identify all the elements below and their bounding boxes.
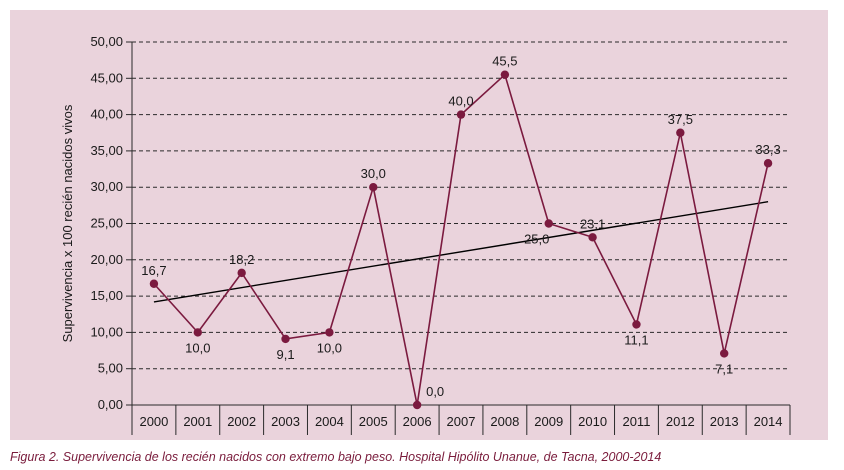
x-tick-label: 2004 (315, 414, 344, 429)
data-label: 0,0 (426, 384, 444, 399)
x-tick-label: 2013 (710, 414, 739, 429)
figure-caption: Figura 2. Supervivencia de los recién na… (10, 450, 662, 464)
x-tick-label: 2000 (139, 414, 168, 429)
x-tick-label: 2014 (754, 414, 783, 429)
data-label: 10,0 (317, 340, 342, 355)
y-tick-label: 10,00 (90, 324, 123, 339)
y-tick-label: 50,00 (90, 34, 123, 49)
data-point (676, 128, 685, 137)
data-label: 37,5 (668, 112, 693, 127)
x-tick-label: 2012 (666, 414, 695, 429)
data-label: 25,0 (524, 232, 549, 247)
data-label: 40,0 (448, 94, 473, 109)
y-tick-label: 15,00 (90, 288, 123, 303)
data-label: 16,7 (141, 263, 166, 278)
y-tick-label: 45,00 (90, 70, 123, 85)
data-point (412, 400, 422, 410)
data-point (544, 219, 553, 228)
data-label: 7,1 (715, 361, 733, 376)
data-point (588, 233, 597, 242)
x-tick-label: 2001 (183, 414, 212, 429)
y-tick-label: 30,00 (90, 179, 123, 194)
data-point (632, 320, 641, 329)
data-label: 10,0 (185, 340, 210, 355)
y-tick-label: 0,00 (98, 397, 123, 412)
data-point (456, 110, 466, 119)
data-label: 33,3 (755, 142, 780, 157)
y-tick-label: 5,00 (98, 361, 123, 376)
data-point (763, 159, 773, 168)
data-point (369, 183, 378, 192)
data-point (720, 349, 729, 358)
line-chart: 0,00 5,00 10,00 15,00 20,00 25,00 30,00 35,00 40… (60, 34, 791, 435)
y-tick-label: 20,00 (90, 252, 123, 267)
y-tick-label: 40,00 (90, 107, 123, 122)
data-point (325, 328, 334, 337)
x-tick-label: 2011 (622, 414, 650, 429)
trend-line (153, 201, 769, 303)
x-tick-label: 2009 (534, 414, 563, 429)
data-label: 30,0 (361, 166, 386, 181)
y-axis-title: Supervivencia x 100 recién nacidos vivos (60, 104, 75, 342)
data-point (237, 268, 246, 278)
data-point (149, 279, 159, 288)
y-tick-label: 25,00 (90, 216, 123, 231)
data-label: 9,1 (276, 347, 294, 362)
x-tick-label: 2005 (359, 414, 388, 429)
x-tick-label: 2007 (447, 414, 476, 429)
x-tick-label: 2008 (490, 414, 519, 429)
x-tick-label: 2002 (227, 414, 256, 429)
x-tick-label: 2003 (271, 414, 300, 429)
data-label: 11,1 (624, 332, 648, 347)
data-label: 18,2 (229, 252, 254, 267)
x-tick-label: 2010 (578, 414, 607, 429)
data-label: 23,1 (580, 216, 605, 231)
y-tick-label: 35,00 (90, 143, 123, 158)
data-label: 45,5 (492, 54, 517, 69)
data-point (500, 70, 510, 79)
data-point (281, 334, 290, 344)
data-point (193, 328, 202, 337)
x-tick-label: 2006 (403, 414, 432, 429)
